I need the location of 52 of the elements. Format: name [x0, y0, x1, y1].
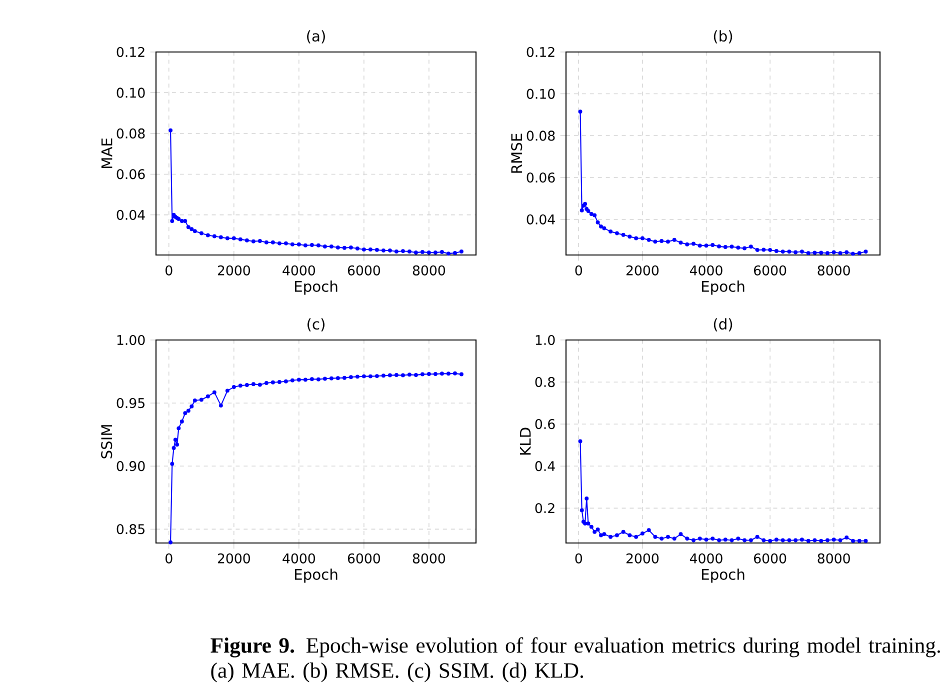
- x-tick-label: 8000: [412, 553, 446, 564]
- chart-title: (c): [308, 318, 324, 332]
- y-tick-label: 0.06: [526, 172, 555, 183]
- y-axis-title: SSIM: [101, 425, 112, 458]
- y-tick-label: 1.00: [117, 334, 145, 346]
- y-tick-label: 0.08: [116, 128, 145, 138]
- x-tick-label: 4000: [282, 553, 316, 564]
- x-axis-title: Epoch: [294, 280, 338, 295]
- x-tick-label: 6000: [754, 265, 786, 276]
- x-tick-label: 2000: [218, 553, 250, 564]
- y-tick-label: 0.85: [116, 524, 144, 534]
- y-tick-label: 0.90: [116, 461, 145, 472]
- chart-title: (b): [714, 30, 732, 44]
- x-tick-label: 0: [575, 265, 582, 276]
- x-axis-title: Epoch: [702, 280, 744, 295]
- y-tick-label: 0.06: [116, 169, 145, 180]
- y-tick-label: 0.04: [526, 214, 555, 224]
- y-tick-label: 0.08: [526, 130, 555, 141]
- x-tick-label: 6000: [348, 265, 380, 276]
- y-tick-label: 0.12: [116, 46, 144, 58]
- y-tick-label: 0.95: [116, 398, 144, 408]
- x-tick-label: 0: [166, 265, 172, 276]
- x-tick-label: 2000: [626, 553, 659, 564]
- x-axis-title: Epoch: [702, 568, 744, 583]
- y-tick-label: 1.0: [536, 334, 555, 346]
- y-tick-label: 0.10: [526, 88, 555, 99]
- x-tick-label: 8000: [412, 265, 446, 276]
- x-tick-label: 2000: [218, 265, 250, 276]
- y-tick-label: 0.6: [535, 419, 555, 430]
- y-axis-title: RMSE: [511, 134, 522, 173]
- x-tick-label: 8000: [818, 553, 850, 564]
- y-tick-label: 0.04: [116, 210, 145, 220]
- y-tick-label: 0.2: [535, 503, 554, 514]
- x-tick-label: 4000: [690, 553, 722, 564]
- x-tick-label: 2000: [626, 265, 659, 276]
- y-tick-label: 0.12: [526, 46, 554, 58]
- y-tick-label: 0.10: [116, 88, 145, 98]
- chart-title: (a): [307, 30, 325, 44]
- text: Figure 9. Epoch-wise evolution of four evaluation metrics during model training. (a) MAE. (b) RMSE. (c) SSIM. (d) KLD.: [210, 637, 940, 682]
- x-tick-label: 6000: [754, 553, 786, 564]
- y-tick-label: 0.4: [535, 461, 555, 472]
- x-axis-title: Epoch: [294, 568, 338, 583]
- x-tick-label: 0: [166, 553, 172, 564]
- x-tick-label: 0: [575, 553, 582, 564]
- x-tick-label: 6000: [348, 553, 380, 564]
- x-tick-label: 4000: [690, 265, 722, 276]
- x-tick-label: 4000: [282, 265, 316, 276]
- y-tick-label: 0.8: [535, 376, 555, 388]
- y-axis-title: MAE: [101, 138, 112, 168]
- y-axis-title: KLD: [520, 428, 531, 455]
- x-tick-label: 8000: [818, 265, 850, 276]
- chart-title: (d): [714, 318, 732, 332]
